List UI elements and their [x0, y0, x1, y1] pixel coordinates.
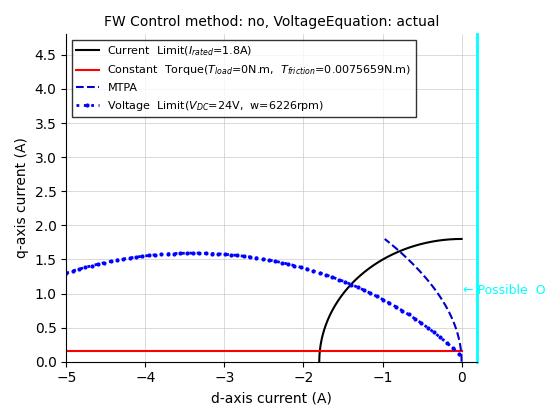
Current  Limit($I_{rated}$=1.8A): [458, 236, 465, 241]
Text: ← Possible  O: ← Possible O: [463, 284, 546, 297]
Voltage  Limit($V_{DC}$=24V,  w=6226rpm): [251, 255, 258, 260]
Voltage  Limit($V_{DC}$=24V,  w=6226rpm): [299, 265, 306, 270]
Constant  Torque($T_{load}$=0N.m,  $T_{friction}$=0.0075659N.m): [63, 349, 69, 354]
MTPA: [381, 236, 388, 241]
Constant  Torque($T_{load}$=0N.m,  $T_{friction}$=0.0075659N.m): [396, 349, 403, 354]
Line: Voltage  Limit($V_{DC}$=24V,  w=6226rpm): Voltage Limit($V_{DC}$=24V, w=6226rpm): [63, 250, 464, 359]
MTPA: [393, 247, 400, 252]
Title: FW Control method: no, VoltageEquation: actual: FW Control method: no, VoltageEquation: …: [104, 15, 440, 29]
Voltage  Limit($V_{DC}$=24V,  w=6226rpm): [388, 302, 394, 307]
Constant  Torque($T_{load}$=0N.m,  $T_{friction}$=0.0075659N.m): [298, 349, 305, 354]
Current  Limit($I_{rated}$=1.8A): [342, 289, 348, 294]
Y-axis label: q-axis current (A): q-axis current (A): [15, 138, 29, 258]
Constant  Torque($T_{load}$=0N.m,  $T_{friction}$=0.0075659N.m): [458, 349, 465, 354]
Voltage  Limit($V_{DC}$=24V,  w=6226rpm): [278, 260, 284, 265]
Line: MTPA: MTPA: [385, 239, 461, 362]
Constant  Torque($T_{load}$=0N.m,  $T_{friction}$=0.0075659N.m): [297, 349, 304, 354]
MTPA: [454, 331, 461, 336]
Voltage  Limit($V_{DC}$=24V,  w=6226rpm): [450, 346, 456, 351]
MTPA: [431, 286, 438, 291]
Constant  Torque($T_{load}$=0N.m,  $T_{friction}$=0.0075659N.m): [305, 349, 311, 354]
MTPA: [455, 336, 462, 341]
Voltage  Limit($V_{DC}$=24V,  w=6226rpm): [63, 270, 69, 276]
MTPA: [389, 243, 396, 248]
MTPA: [458, 359, 465, 364]
MTPA: [438, 296, 445, 301]
Voltage  Limit($V_{DC}$=24V,  w=6226rpm): [190, 251, 197, 256]
Current  Limit($I_{rated}$=1.8A): [344, 286, 351, 291]
Current  Limit($I_{rated}$=1.8A): [320, 329, 327, 334]
Current  Limit($I_{rated}$=1.8A): [458, 236, 464, 241]
Current  Limit($I_{rated}$=1.8A): [344, 286, 351, 291]
Voltage  Limit($V_{DC}$=24V,  w=6226rpm): [254, 255, 260, 260]
Constant  Torque($T_{load}$=0N.m,  $T_{friction}$=0.0075659N.m): [421, 349, 428, 354]
X-axis label: d-axis current (A): d-axis current (A): [212, 391, 332, 405]
Legend: Current  Limit($I_{rated}$=1.8A), Constant  Torque($T_{load}$=0N.m,  $T_{frictio: Current Limit($I_{rated}$=1.8A), Constan…: [72, 40, 416, 117]
Current  Limit($I_{rated}$=1.8A): [318, 341, 324, 346]
Voltage  Limit($V_{DC}$=24V,  w=6226rpm): [458, 354, 465, 359]
Current  Limit($I_{rated}$=1.8A): [316, 359, 323, 364]
Constant  Torque($T_{load}$=0N.m,  $T_{friction}$=0.0075659N.m): [64, 349, 71, 354]
Line: Current  Limit($I_{rated}$=1.8A): Current Limit($I_{rated}$=1.8A): [319, 239, 461, 362]
